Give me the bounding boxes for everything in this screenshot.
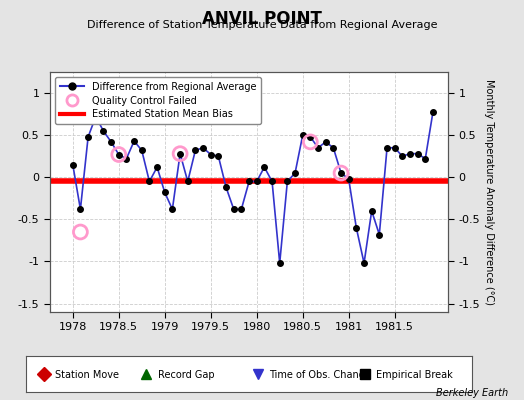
Text: Berkeley Earth: Berkeley Earth <box>436 388 508 398</box>
Text: Record Gap: Record Gap <box>158 370 214 380</box>
Legend: Difference from Regional Average, Quality Control Failed, Estimated Station Mean: Difference from Regional Average, Qualit… <box>54 77 261 124</box>
Point <box>115 151 123 158</box>
Point <box>176 150 184 157</box>
Text: ANVIL POINT: ANVIL POINT <box>202 10 322 28</box>
Y-axis label: Monthly Temperature Anomaly Difference (°C): Monthly Temperature Anomaly Difference (… <box>484 79 494 305</box>
Point <box>76 229 84 235</box>
Text: Station Move: Station Move <box>55 370 119 380</box>
Point <box>337 170 345 176</box>
Point <box>306 139 314 145</box>
Text: Empirical Break: Empirical Break <box>376 370 453 380</box>
Text: Time of Obs. Change: Time of Obs. Change <box>269 370 371 380</box>
Text: Difference of Station Temperature Data from Regional Average: Difference of Station Temperature Data f… <box>87 20 437 30</box>
